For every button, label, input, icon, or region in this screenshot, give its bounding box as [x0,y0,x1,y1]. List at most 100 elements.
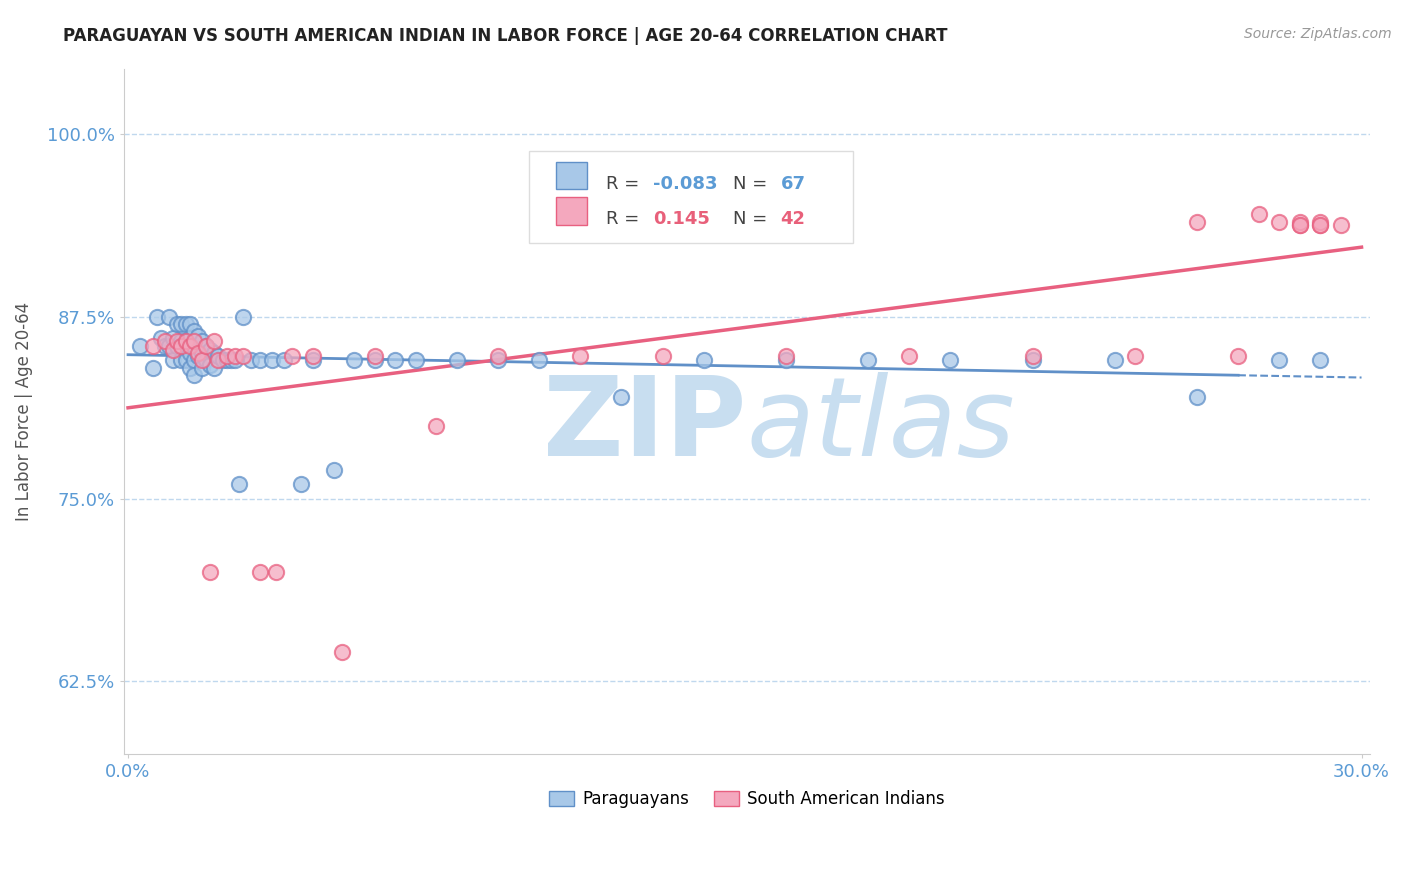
Point [1309,215,1331,229]
Point [207,349,229,363]
Point [1309,218,1331,232]
Point [273,353,295,368]
Point [692,353,714,368]
Point [224,353,246,368]
Point [200,343,222,357]
Point [215,349,238,363]
Text: R =: R = [606,211,651,228]
Point [142,360,165,375]
Point [179,339,201,353]
Point [1227,349,1250,363]
Point [174,353,197,368]
Point [1289,215,1312,229]
Point [179,317,201,331]
Point [183,368,205,382]
Point [1104,353,1126,368]
Legend: Paraguayans, South American Indians: Paraguayans, South American Indians [543,783,952,814]
Point [219,353,242,368]
Point [174,317,197,331]
Point [343,353,366,368]
Point [1185,390,1208,404]
Point [898,349,921,363]
Point [364,353,387,368]
Point [405,353,427,368]
Point [162,331,184,345]
Point [1268,353,1291,368]
Point [187,349,209,363]
Point [264,565,287,579]
Point [1268,215,1291,229]
Point [183,324,205,338]
Point [162,343,184,357]
Point [486,353,509,368]
Point [1021,349,1043,363]
Point [153,334,176,349]
Text: 67: 67 [780,175,806,193]
Point [281,349,304,363]
Point [191,360,214,375]
Point [195,353,218,368]
Point [166,334,188,349]
Point [200,565,222,579]
Point [187,346,209,360]
Point [775,353,797,368]
Point [195,339,218,353]
Point [142,339,165,353]
Point [170,334,193,349]
Point [856,353,879,368]
Point [191,334,214,349]
Point [153,339,176,353]
Bar [557,197,588,225]
Point [364,349,387,363]
Point [170,339,193,353]
Point [183,334,205,349]
Point [249,353,271,368]
Text: N =: N = [733,211,773,228]
Point [202,334,225,349]
Text: N =: N = [733,175,773,193]
Text: 0.145: 0.145 [654,211,710,228]
Point [302,349,325,363]
Point [129,339,152,353]
Point [166,317,188,331]
Point [232,349,254,363]
Point [1309,353,1331,368]
Point [249,565,271,579]
Text: PARAGUAYAN VS SOUTH AMERICAN INDIAN IN LABOR FORCE | AGE 20-64 CORRELATION CHART: PARAGUAYAN VS SOUTH AMERICAN INDIAN IN L… [63,27,948,45]
Point [179,360,201,375]
Point [228,477,250,491]
Point [651,349,673,363]
Point [939,353,962,368]
Point [1289,218,1312,232]
FancyBboxPatch shape [529,151,852,244]
Text: Source: ZipAtlas.com: Source: ZipAtlas.com [1244,27,1392,41]
Point [183,339,205,353]
Point [157,310,180,324]
Point [610,390,633,404]
Point [775,349,797,363]
Point [174,334,197,349]
Text: R =: R = [606,175,645,193]
Point [202,346,225,360]
Point [240,353,263,368]
Point [224,349,246,363]
Point [330,645,353,659]
Point [1289,218,1312,232]
Point [179,331,201,345]
Point [170,317,193,331]
Point [146,310,169,324]
Point [191,353,214,368]
Point [1021,353,1043,368]
Point [486,349,509,363]
Point [1125,349,1147,363]
Point [290,477,312,491]
Text: -0.083: -0.083 [654,175,718,193]
Point [232,310,254,324]
Point [1185,215,1208,229]
Point [322,463,344,477]
Point [446,353,468,368]
Point [425,419,447,434]
Point [157,339,180,353]
Point [179,346,201,360]
Point [302,353,325,368]
